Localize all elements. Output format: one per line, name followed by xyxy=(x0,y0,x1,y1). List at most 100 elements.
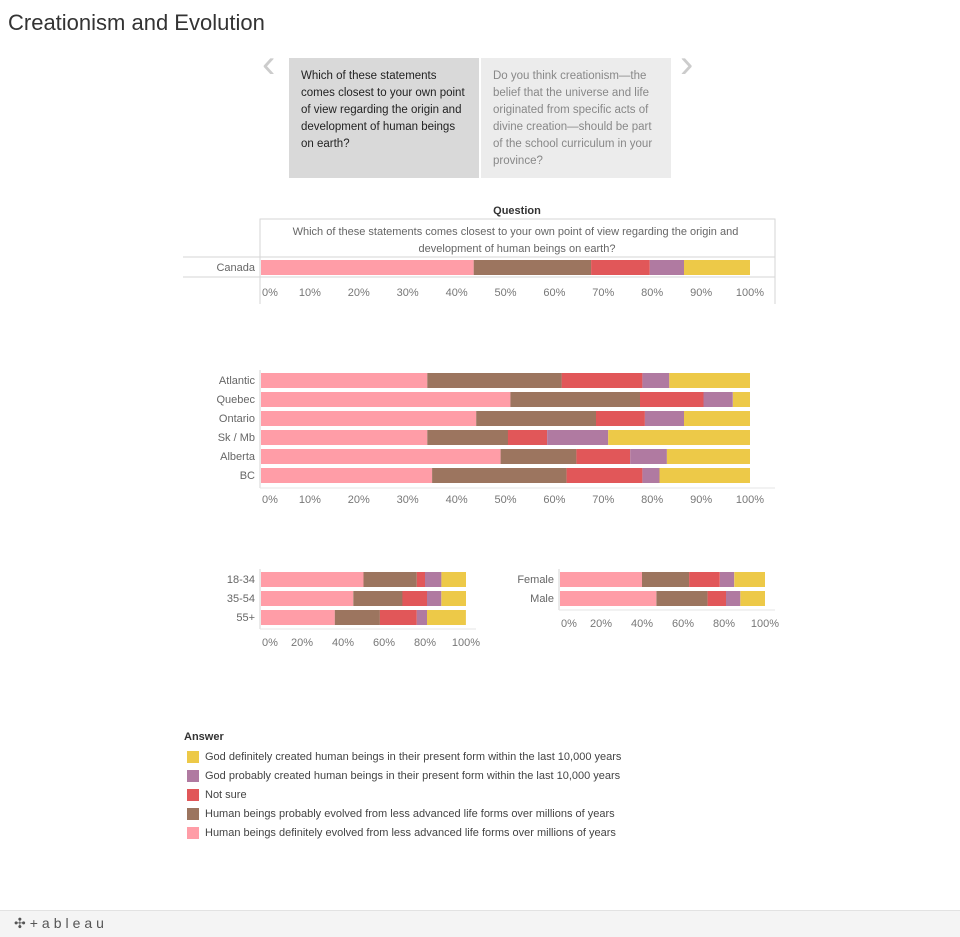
bar-segment xyxy=(416,610,428,625)
tick-label: 0% xyxy=(561,618,577,630)
bar-segment xyxy=(669,373,750,388)
bar-segment xyxy=(561,373,643,388)
legend-title: Answer xyxy=(184,731,224,743)
chevron-left-icon: ‹ xyxy=(262,42,276,86)
bar-segment xyxy=(726,591,741,606)
bar-segment xyxy=(510,392,640,407)
category-label: 55+ xyxy=(236,612,255,624)
story-prev-button[interactable]: ‹ xyxy=(262,44,275,84)
chart-layer: Canada 0% 10% 20% 30% 40% 50% 60% 70% 80% 90% 100% A… xyxy=(216,260,779,649)
tick-label: 60% xyxy=(543,494,565,506)
legend-swatch xyxy=(187,750,199,763)
legend-label: Not sure xyxy=(205,788,247,801)
bar-segment xyxy=(427,591,442,606)
bar-segment xyxy=(547,430,609,445)
bar-segment xyxy=(261,572,364,587)
tick-label: 100% xyxy=(736,287,764,299)
bar-segment xyxy=(566,468,643,483)
tableau-logo-text: +ableau xyxy=(29,915,108,931)
bar-segment xyxy=(427,610,466,625)
legend: Answer God definitely created human bein… xyxy=(184,731,621,842)
story-next-button[interactable]: › xyxy=(680,44,693,84)
story-point-2[interactable]: Do you think creationism—the belief that… xyxy=(481,58,671,178)
tick-label: 50% xyxy=(494,494,516,506)
tick-label: 20% xyxy=(348,287,370,299)
tick-label: 30% xyxy=(397,494,419,506)
tick-label: 30% xyxy=(397,287,419,299)
legend-swatch xyxy=(187,826,199,839)
tableau-cross-icon: ✣ xyxy=(14,915,30,931)
tick-label: 0% xyxy=(262,494,278,506)
bar-segment xyxy=(425,572,442,587)
legend-label: God probably created human beings in the… xyxy=(205,769,621,782)
tick-label: 20% xyxy=(590,618,612,630)
bar-segment xyxy=(596,411,645,426)
bar-segment xyxy=(608,430,750,445)
bar-segment xyxy=(353,591,403,606)
bar-segment xyxy=(642,373,670,388)
bar-segment xyxy=(740,591,765,606)
bar-segment xyxy=(703,392,733,407)
bar-segment xyxy=(576,449,631,464)
charts-canvas: Question Which of these statements comes… xyxy=(183,205,779,649)
tick-label: 40% xyxy=(631,618,653,630)
bar-segment xyxy=(261,411,477,426)
tableau-logo[interactable]: ✣+ableau xyxy=(14,915,108,932)
footer-bar: ✣+ableau xyxy=(0,910,960,937)
bar-segment xyxy=(261,591,354,606)
bar-segment xyxy=(684,260,750,275)
tick-label: 80% xyxy=(641,287,663,299)
category-label: Quebec xyxy=(216,394,255,406)
legend-item-probably-evolved[interactable]: Human beings probably evolved from less … xyxy=(184,804,621,823)
bar-segment xyxy=(476,411,596,426)
bar-segment xyxy=(261,260,474,275)
chart1-column-label-line2: development of human beings on earth? xyxy=(419,243,616,255)
tick-label: 80% xyxy=(641,494,663,506)
bar-segment xyxy=(640,392,704,407)
chart1-header: Question xyxy=(493,205,541,217)
legend-item-god-probably[interactable]: God probably created human beings in the… xyxy=(184,766,621,785)
bar-segment xyxy=(689,572,720,587)
bar-segment xyxy=(427,373,562,388)
bar-segment xyxy=(630,449,667,464)
bar-segment xyxy=(334,610,380,625)
bar-segment xyxy=(261,449,501,464)
legend-item-not-sure[interactable]: Not sure xyxy=(184,785,621,804)
tick-label: 40% xyxy=(446,494,468,506)
bar-segment xyxy=(402,591,427,606)
story-point-1[interactable]: Which of these statements comes closest … xyxy=(289,58,479,178)
bar-segment xyxy=(560,591,657,606)
legend-swatch xyxy=(187,788,199,801)
legend-item-god-definitely[interactable]: God definitely created human beings in t… xyxy=(184,747,621,766)
category-label: Canada xyxy=(216,262,255,274)
tick-label: 0% xyxy=(262,287,278,299)
bar-segment xyxy=(732,392,750,407)
tick-label: 10% xyxy=(299,494,321,506)
chart1-column-label: Which of these statements comes closest … xyxy=(293,226,742,255)
legend-label: Human beings definitely evolved from les… xyxy=(205,826,616,839)
legend-label: God definitely created human beings in t… xyxy=(205,750,622,763)
page-title: Creationism and Evolution xyxy=(8,10,265,35)
legend-swatch xyxy=(187,807,199,820)
bar-segment xyxy=(261,430,428,445)
category-label: 18-34 xyxy=(227,574,255,586)
story-point-1-text: Which of these statements comes closest … xyxy=(301,70,465,150)
bar-segment xyxy=(261,610,335,625)
category-label: Ontario xyxy=(219,413,255,425)
bar-segment xyxy=(473,260,592,275)
tick-label: 40% xyxy=(446,287,468,299)
bar-segment xyxy=(427,430,508,445)
category-label: Female xyxy=(517,574,554,586)
legend-item-definitely-evolved[interactable]: Human beings definitely evolved from les… xyxy=(184,823,621,842)
category-label: Male xyxy=(530,593,554,605)
tick-label: 60% xyxy=(373,637,395,649)
bar-segment xyxy=(261,468,433,483)
legend-label: Human beings probably evolved from less … xyxy=(205,807,615,820)
tick-label: 90% xyxy=(690,287,712,299)
bar-segment xyxy=(560,572,642,587)
bar-segment xyxy=(500,449,577,464)
tick-label: 40% xyxy=(332,637,354,649)
tick-label: 80% xyxy=(414,637,436,649)
tick-label: 60% xyxy=(672,618,694,630)
bar-segment xyxy=(707,591,726,606)
